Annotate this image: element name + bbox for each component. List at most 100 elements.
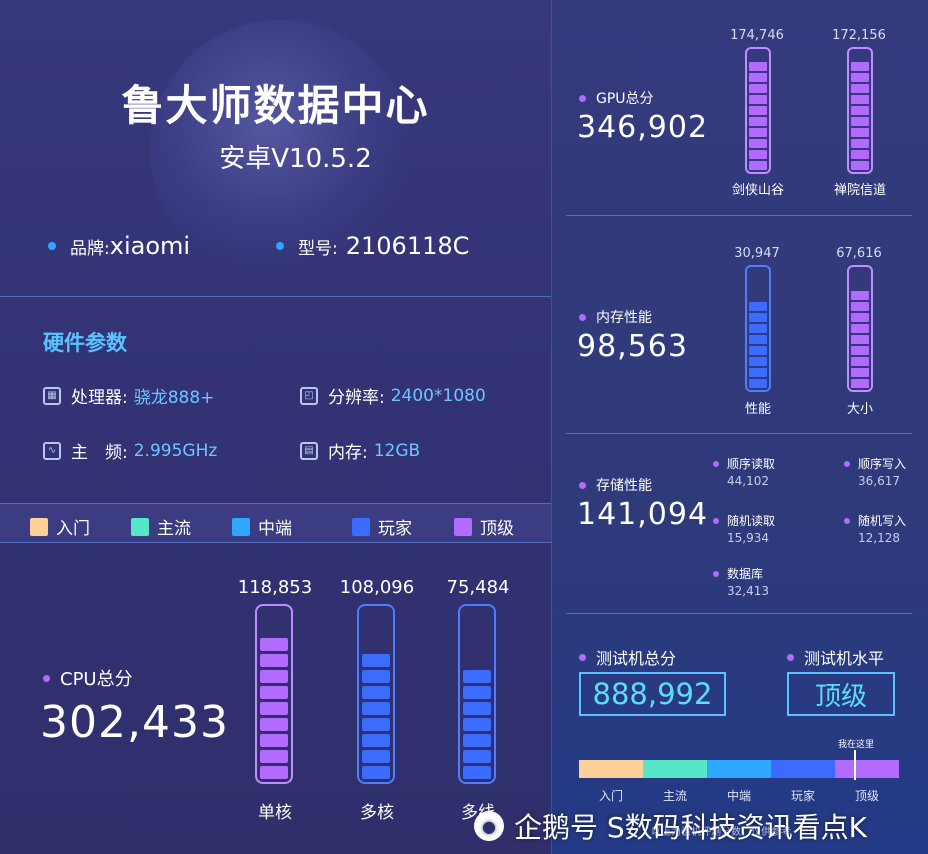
bar-segment (851, 62, 869, 71)
bullet-icon (579, 313, 586, 321)
cpu-bar-value: 118,853 (237, 577, 313, 598)
gpu-bar-value: 174,746 (730, 28, 784, 43)
bar-segment (851, 346, 869, 355)
level-segment (707, 760, 771, 778)
memory-bar-name: 性能 (744, 402, 771, 417)
bullet-icon (787, 653, 794, 661)
bar-segment (749, 368, 767, 377)
legend-item: 玩家 (352, 514, 412, 539)
cpu-bar (357, 604, 395, 784)
bullet-icon (579, 481, 586, 489)
cpu-bar-value: 75,484 (446, 577, 510, 598)
bar-segment (463, 670, 491, 683)
brand-value: xiaomi (109, 232, 191, 260)
level-segment (579, 760, 643, 778)
bar-segment (463, 734, 491, 747)
bar-segment (851, 379, 869, 388)
divider (0, 296, 551, 297)
bar-segment (463, 702, 491, 715)
bullet-icon (844, 460, 850, 467)
model-info: 型号: 2106118C (276, 232, 469, 260)
divider (566, 433, 912, 434)
bar-segment (749, 117, 767, 126)
divider (566, 613, 912, 614)
bar-segment (851, 106, 869, 115)
bar-segment (851, 150, 869, 159)
bar-segment (749, 161, 767, 170)
legend-item: 顶级 (454, 514, 514, 539)
bar-segment (463, 766, 491, 779)
bar-segment (851, 302, 869, 311)
memory-bar-value: 67,616 (836, 246, 882, 261)
storage-score: 141,094 (577, 497, 709, 532)
legend-swatch (131, 517, 149, 536)
spec-value: 骁龙888+ (133, 388, 215, 408)
bar-segment (749, 313, 767, 322)
divider (566, 215, 912, 216)
legend-swatch (30, 517, 48, 536)
bullet-icon (713, 460, 719, 467)
bar-segment (463, 750, 491, 763)
metric-label: 顺序写入 (858, 457, 907, 471)
spec-label: 分辨率: (328, 388, 385, 408)
cpu-bar-value: 108,096 (339, 577, 415, 598)
model-label: 型号: (298, 238, 338, 259)
spec-label: 主 频: (71, 443, 128, 463)
bullet-icon (579, 653, 586, 661)
bar-segment (362, 718, 390, 731)
bar-segment (851, 324, 869, 333)
gpu-bar-value: 172,156 (832, 28, 886, 43)
bar-segment (749, 346, 767, 355)
spec-value: 2400*1080 (390, 385, 486, 406)
cpu-bar-name: 单核 (258, 803, 292, 823)
bar-segment (362, 686, 390, 699)
spec-label: 内存: (328, 443, 368, 463)
watermark: ● 企鹅号 S数码科技资讯看点K (474, 806, 867, 846)
brand-info: 品牌: xiaomi (48, 232, 190, 260)
test-total-label: 测试机总分 (579, 645, 676, 669)
here-label: 我在这里 (838, 740, 875, 750)
level-label: 主流 (662, 789, 687, 803)
cpu-bar (255, 604, 293, 784)
bar-segment (749, 357, 767, 366)
bar-segment (749, 128, 767, 137)
spec-value: 2.995GHz (133, 440, 218, 461)
bar-segment (851, 357, 869, 366)
legend-swatch (232, 517, 250, 536)
gpu-bar-name: 禅院信道 (833, 183, 886, 198)
storage-label: 存储性能 (579, 475, 652, 495)
spec-cpu: ▦ 处理器: 骁龙888+ (43, 383, 214, 408)
memory-bar-value: 30,947 (734, 246, 780, 261)
memory-perf-label-text: 内存性能 (596, 310, 652, 326)
gpu-bar (745, 47, 771, 174)
bar-segment (749, 73, 767, 82)
bar-segment (260, 654, 288, 667)
level-marker (854, 750, 856, 780)
legend-item: 入门 (30, 514, 90, 539)
bar-segment (851, 368, 869, 377)
bullet-icon (713, 570, 719, 577)
bar-segment (260, 702, 288, 715)
metric-value: 32,413 (727, 584, 769, 598)
metric-label: 顺序读取 (727, 457, 776, 471)
bullet-icon (844, 517, 850, 524)
bullet-icon (579, 94, 586, 102)
metric-label: 随机读取 (727, 514, 776, 528)
storage-label-text: 存储性能 (596, 478, 652, 494)
bar-segment (851, 161, 869, 170)
level-label: 入门 (598, 789, 623, 803)
metric-value: 15,934 (727, 531, 769, 545)
level-scale (579, 760, 899, 778)
bar-segment (362, 734, 390, 747)
bar-segment (851, 73, 869, 82)
gpu-bar-name: 剑侠山谷 (731, 183, 784, 198)
legend-item: 中端 (232, 514, 292, 539)
gpu-label-text: GPU总分 (596, 91, 654, 107)
page-title: 鲁大师数据中心 (121, 81, 430, 130)
bullet-icon (276, 242, 284, 250)
metric-label: 数据库 (727, 567, 764, 581)
legend-swatch (454, 517, 472, 536)
bar-segment (749, 302, 767, 311)
bar-segment (749, 139, 767, 148)
bar-segment (749, 62, 767, 71)
